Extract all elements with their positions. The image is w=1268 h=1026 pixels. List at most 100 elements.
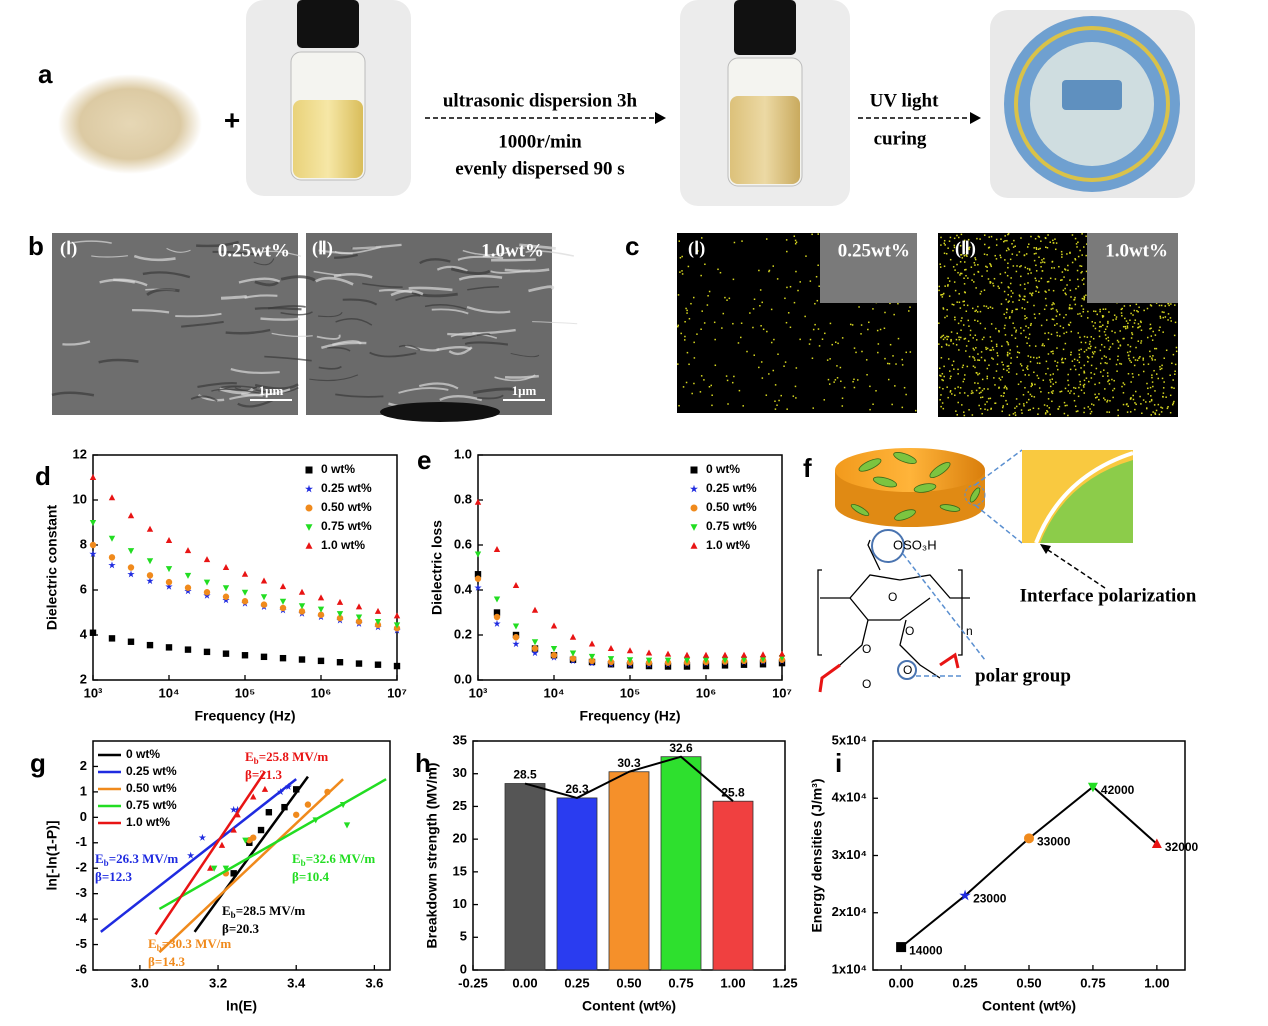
data-point <box>203 579 211 586</box>
eds-dot <box>1027 391 1030 393</box>
eds-dot <box>693 296 695 299</box>
eds-dot <box>983 234 986 236</box>
value-label: 30.3 <box>617 756 641 770</box>
eds-dot <box>1080 272 1082 274</box>
y-tick-label: 12 <box>73 446 87 461</box>
eds-dot <box>976 237 978 240</box>
logo-mark <box>1062 80 1122 110</box>
sem-texture <box>439 394 483 402</box>
eds-dot <box>1043 257 1045 260</box>
eds-dot <box>984 327 986 330</box>
eds-dot <box>1125 403 1128 406</box>
eds-dot <box>1062 327 1065 329</box>
sem-texture <box>408 286 453 292</box>
eds-dot <box>996 352 998 354</box>
eds-dot <box>963 255 966 257</box>
eds-dot <box>1000 281 1003 284</box>
eds-dot <box>841 337 844 339</box>
data-point <box>127 570 135 578</box>
data-point <box>374 661 382 668</box>
eds-dot <box>1056 334 1059 337</box>
eds-dot <box>905 351 908 354</box>
eds-dot <box>1172 353 1175 356</box>
eds-dot <box>851 324 854 326</box>
eds-dot <box>965 254 967 256</box>
eds-dot <box>1152 330 1154 333</box>
eds-dot <box>1111 330 1113 332</box>
eds-dot <box>979 238 981 240</box>
eds-dot <box>1160 406 1162 409</box>
sem-texture <box>146 288 180 297</box>
eds-dot <box>981 412 983 415</box>
eds-dot <box>711 394 713 396</box>
eds-dot <box>1117 355 1119 358</box>
x-tick-label: 10⁴ <box>159 685 180 700</box>
eds-dot <box>966 365 969 368</box>
sem-texture <box>458 274 503 281</box>
value-label: 26.3 <box>565 782 589 796</box>
eds-dot <box>987 397 990 400</box>
eds-dot <box>963 240 966 243</box>
data-point <box>230 826 237 833</box>
eds-dot <box>951 303 954 306</box>
eds-dot <box>990 235 993 238</box>
x-tick-label: 10³ <box>469 685 488 700</box>
eds-dot <box>990 323 993 325</box>
eds-dot <box>895 363 897 365</box>
data-point <box>374 618 382 626</box>
eds-dot <box>941 372 944 375</box>
eds-dot <box>1117 359 1119 361</box>
x-tick-label: 0.25 <box>564 975 589 990</box>
eds-dot <box>964 269 966 271</box>
eds-dot <box>1035 285 1038 288</box>
eds-dot <box>1073 386 1075 389</box>
annotation-part: E <box>245 749 254 764</box>
eds-dot <box>985 265 987 268</box>
eds-dot <box>1006 308 1009 311</box>
eds-dot <box>1029 292 1031 295</box>
eds-dot <box>1079 380 1081 383</box>
eds-dot <box>975 347 977 349</box>
eds-dot <box>1033 371 1035 374</box>
eds-dot <box>1094 393 1096 396</box>
sem-texture <box>431 308 469 315</box>
eds-dot <box>1099 310 1101 313</box>
eds-dot <box>1131 373 1134 375</box>
eds-dot <box>1050 350 1053 353</box>
data-point <box>184 572 192 579</box>
eds-dot <box>1029 324 1032 327</box>
eds-dot <box>1047 338 1050 341</box>
eds-dot <box>1109 400 1111 402</box>
eds-dot <box>976 320 979 322</box>
eds-dot <box>1161 311 1164 313</box>
eds-dot <box>1014 337 1017 339</box>
data-point <box>645 649 653 656</box>
eds-dot <box>758 269 760 272</box>
sem-texture <box>264 355 312 362</box>
data-point <box>531 639 539 646</box>
eds-dot <box>809 280 812 282</box>
eds-dot <box>944 244 946 246</box>
eds-dot <box>1122 382 1125 384</box>
eds-dot <box>1067 269 1069 272</box>
eds-dot <box>1015 270 1018 273</box>
eds-dot <box>977 359 979 361</box>
eds-dot <box>1037 407 1040 410</box>
sem-texture <box>466 305 511 314</box>
eds-dot <box>855 351 857 354</box>
eds-dot <box>1104 308 1107 310</box>
data-point <box>474 551 482 558</box>
interface-line <box>1034 451 1134 544</box>
eds-dot <box>1071 234 1074 236</box>
eds-dot <box>1066 284 1068 286</box>
data-point <box>778 650 786 657</box>
eds-dot <box>1028 344 1031 347</box>
eds-dot <box>1052 318 1055 321</box>
eds-dot <box>1078 361 1081 364</box>
eds-dot <box>1003 240 1005 243</box>
eds-dot <box>1064 292 1067 295</box>
bar <box>660 756 702 971</box>
eds-dot <box>1125 327 1127 330</box>
eds-dot <box>1010 290 1013 292</box>
eds-dot <box>959 244 962 247</box>
